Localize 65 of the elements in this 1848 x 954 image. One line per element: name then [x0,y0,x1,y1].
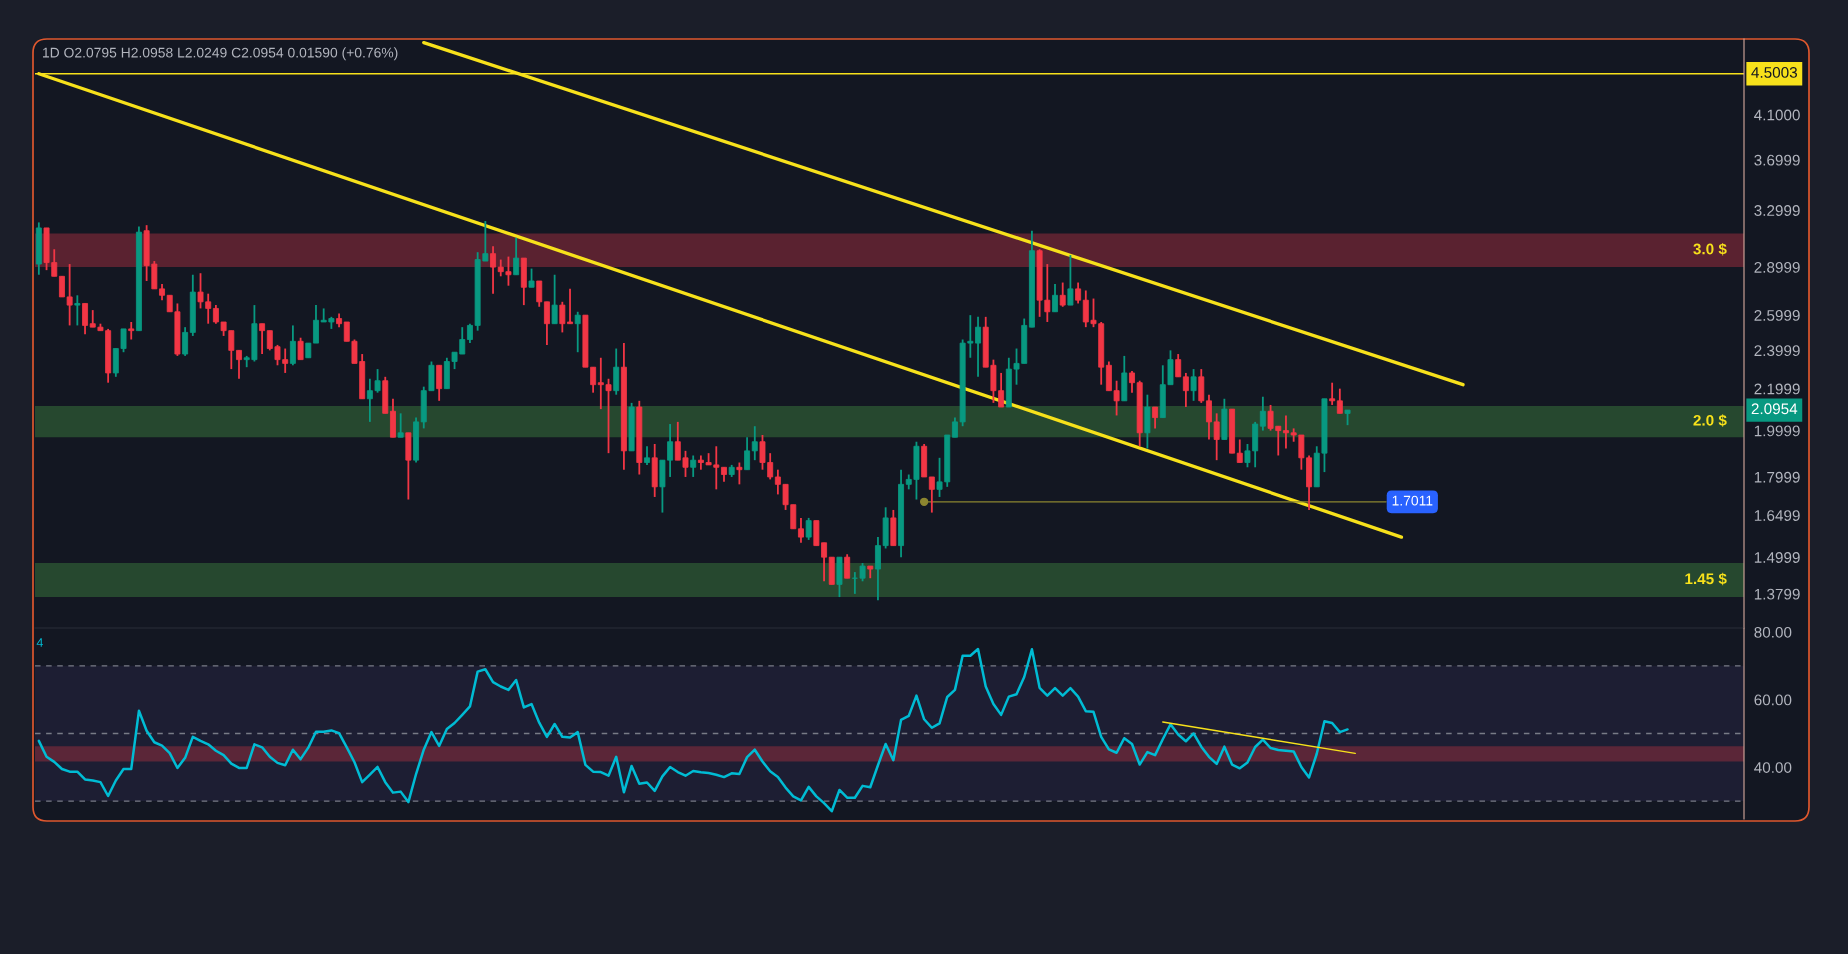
y-tick-label: 3.6999 [1754,154,1800,166]
candlestick [289,324,296,367]
text: 1D O2.0795 H2.0958 L2.0249 C2.0954 0.01590 (+0.76%) [43,47,398,61]
y-tick-label: 1.6499 [1754,510,1800,521]
candlestick [1236,438,1243,464]
candlestick [543,300,550,346]
candlestick [128,321,135,341]
candlestick [744,436,751,471]
candlestick [297,336,304,361]
band-label: 3.0 $ [1693,242,1727,256]
y-tick-label: 1.4999 [1754,552,1800,563]
candlestick [1052,283,1058,313]
candlestick [736,461,743,486]
y-tick-label: 4.1000 [1754,109,1800,121]
y-tick-label: 60.00 [1754,694,1792,706]
y-tick-label: 2.3999 [1754,345,1800,357]
candlestick [1175,353,1182,378]
candlestick [859,562,866,583]
candlestick [751,425,758,462]
candlestick [1336,387,1343,415]
candlestick [74,294,81,327]
candlestick [236,349,242,380]
candlestick [928,476,935,514]
text: 2.0954 [1751,403,1798,415]
candlestick [574,310,581,354]
candlestick [1152,406,1159,430]
candlestick [490,245,496,295]
candlestick [551,273,558,325]
line-series [37,647,1349,813]
candlestick [1329,381,1336,406]
candlestick [536,280,543,308]
candlestick [397,412,404,439]
candlestick [1182,372,1189,408]
candlestick [1075,281,1082,305]
candlestick [1059,281,1066,308]
candlestick [1190,368,1197,402]
y-tick-label: 3.2999 [1754,205,1800,216]
candlestick [513,236,520,276]
series-label: 1.7011 [1392,495,1433,506]
candlestick [1129,370,1135,394]
ref-line-label: 4.5003 [1751,67,1797,78]
candlestick [644,445,650,466]
y-tick-label: 2.5999 [1754,310,1800,321]
candlestick [82,302,88,336]
candlestick [690,454,697,478]
y-tick-label: 1.7999 [1754,471,1800,483]
y-tick-label: 2.8999 [1754,261,1800,273]
candlestick [182,326,189,357]
band-label: 1.45 $ [1685,572,1727,586]
candlestick [436,364,443,402]
candlestick [1259,395,1266,432]
candlestick [259,322,266,355]
candlestick [613,347,620,396]
band-label: 2.0 $ [1693,414,1727,427]
y-tick-label: 2.1999 [1754,383,1800,395]
candlestick [1067,254,1074,307]
annotation: 4 [36,638,43,647]
y-tick-label: 1.9999 [1754,425,1800,437]
candlestick [844,553,851,580]
candlestick [528,267,535,289]
candlestick [798,517,804,544]
y-tick-label: 40.00 [1754,762,1792,773]
y-tick-label: 1.3799 [1754,588,1800,600]
y-tick-label: 80.00 [1754,626,1792,638]
candlestick [805,517,812,541]
